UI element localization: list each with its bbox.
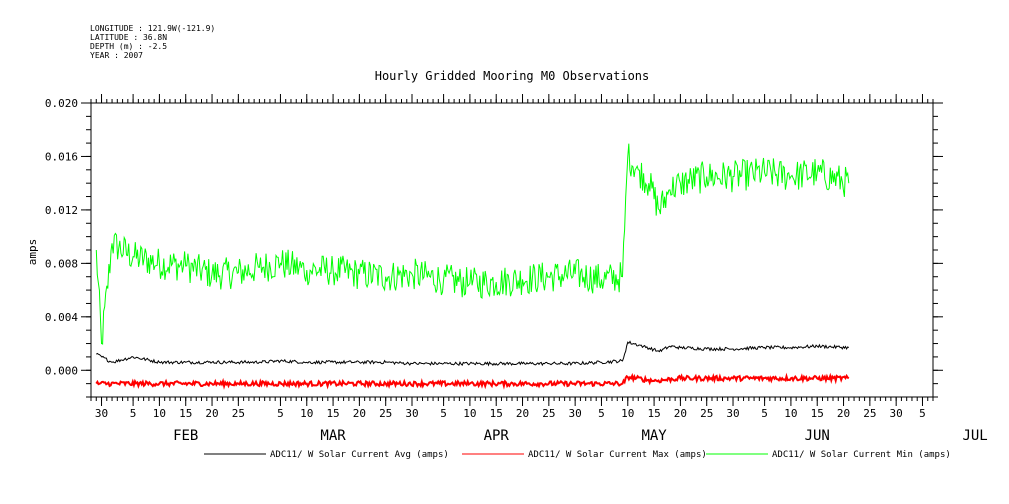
x-tick-label: 25 [542,407,555,420]
x-tick-label: 5 [440,407,447,420]
station-info: LONGITUDE : 121.9W(-121.9)LATITUDE : 36.… [90,24,215,60]
x-tick-label: 20 [205,407,218,420]
station-info-line: YEAR : 2007 [90,51,143,60]
x-tick-label: 5 [598,407,605,420]
x-tick-label: 5 [919,407,926,420]
legend-entry: ADC11/ W Solar Current Min (amps) [772,450,951,460]
x-tick-label: 10 [621,407,634,420]
x-tick-label: 30 [890,407,903,420]
station-info-line: LONGITUDE : 121.9W(-121.9) [90,24,215,33]
y-axis-label: amps [26,239,39,266]
x-tick-label: 25 [232,407,245,420]
legend-entry: ADC11/ W Solar Current Max (amps) [528,450,707,460]
x-tick-label: 25 [700,407,713,420]
y-tick-label: 0.020 [45,97,78,110]
x-tick-label: 20 [674,407,687,420]
series-line [96,340,850,367]
x-tick-label: 5 [277,407,284,420]
plot-frame [90,102,934,398]
legend: ADC11/ W Solar Current Avg (amps) ADC11/ … [204,450,951,460]
x-tick-label: 15 [490,407,503,420]
y-tick-label: 0.000 [45,364,78,377]
x-tick-label: 15 [647,407,660,420]
x-tick-label: 5 [761,407,768,420]
x-tick-label: 10 [784,407,797,420]
x-tick-label: 30 [405,407,418,420]
x-month-label: APR [484,428,510,444]
chart-title: Hourly Gridded Mooring M0 Observations [375,69,650,83]
x-tick-label: 5 [130,407,137,420]
y-tick-label: 0.016 [45,150,78,163]
x-tick-label: 20 [353,407,366,420]
x-tick-label: 25 [379,407,392,420]
y-tick-label: 0.004 [45,311,78,324]
x-month-label: MAY [641,428,667,444]
plot-area: 30 5 10 15 20 25 5 10 15 20 25 30 5 10 15 20 25 30 5 10 15 20… [45,94,988,444]
station-info-line: DEPTH (m) : -2.5 [90,42,167,51]
x-tick-label: 15 [326,407,339,420]
x-tick-label: 20 [516,407,529,420]
x-month-label: JUL [962,428,987,444]
x-tick-label: 30 [726,407,739,420]
x-month-label: FEB [173,428,198,444]
x-tick-label: 25 [863,407,876,420]
station-info-line: LATITUDE : 36.8N [90,33,167,42]
y-tick-label: 0.012 [45,204,78,217]
x-tick-label: 30 [569,407,582,420]
y-tick-label: 0.008 [45,257,78,270]
x-tick-label: 30 [95,407,108,420]
legend-entry: ADC11/ W Solar Current Avg (amps) [270,450,449,460]
x-tick-label: 15 [179,407,192,420]
series-line [95,143,850,345]
series-line [95,372,850,390]
x-tick-label: 15 [811,407,824,420]
x-tick-label: 10 [153,407,166,420]
x-tick-label: 10 [463,407,476,420]
x-tick-label: 10 [300,407,313,420]
x-month-label: JUN [805,428,830,444]
x-tick-label: 20 [837,407,850,420]
x-month-label: MAR [320,428,346,444]
